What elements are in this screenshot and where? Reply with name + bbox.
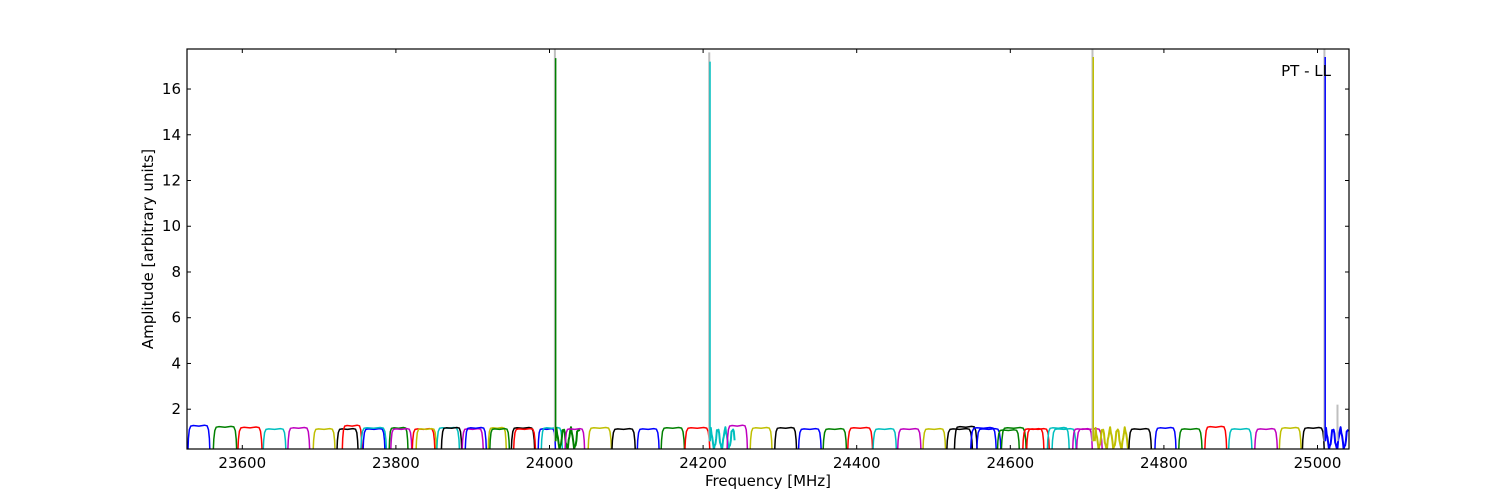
y-tick-label: 8 xyxy=(171,263,181,281)
channel-line-36 xyxy=(822,427,848,449)
x-tick-label: 24200 xyxy=(679,454,727,472)
channel-line-19 xyxy=(489,427,511,449)
channel-line-6 xyxy=(336,427,359,449)
x-tick-label: 24800 xyxy=(1140,454,1188,472)
channel-line-20 xyxy=(510,426,536,449)
x-tick-label: 24600 xyxy=(986,454,1034,472)
y-tick-label: 12 xyxy=(162,172,181,190)
y-tick-label: 10 xyxy=(162,217,181,235)
channel-line-42 xyxy=(953,425,978,449)
channel-line-13 xyxy=(415,427,438,449)
plot-background xyxy=(187,49,1349,449)
x-tick-label: 24400 xyxy=(833,454,881,472)
channel-line-46 xyxy=(1000,426,1027,449)
channel-line-10 xyxy=(388,426,409,449)
channel-line-18 xyxy=(487,426,508,449)
channel-line-58 xyxy=(1227,427,1253,449)
channel-line-27 xyxy=(611,427,636,449)
channel-line-8 xyxy=(362,427,386,449)
channel-line-37 xyxy=(847,426,874,449)
channel-line-34 xyxy=(774,426,798,449)
channel-line-4 xyxy=(287,426,311,449)
channel-line-56 xyxy=(1178,427,1203,449)
channel-line-61 xyxy=(1301,426,1325,449)
channel-line-54 xyxy=(1128,427,1153,449)
ticks-group: 23600 23800 24000 24200 24400 24600 24800 25000… xyxy=(162,49,1349,472)
channel-line-35 xyxy=(797,427,822,449)
y-tick-label: 16 xyxy=(162,80,181,98)
channel-line-44 xyxy=(976,427,1002,449)
channel-line-59 xyxy=(1254,427,1279,449)
channel-line-33 xyxy=(749,426,773,449)
channel-line-60 xyxy=(1278,426,1302,449)
channel-line-57 xyxy=(1204,425,1228,449)
x-axis-label: Frequency [MHz] xyxy=(705,472,831,490)
channel-line-28 xyxy=(636,427,660,449)
channel-line-3 xyxy=(262,427,287,449)
channel-line-1 xyxy=(212,425,238,449)
y-tick-label: 6 xyxy=(171,309,181,327)
y-axis-label: Amplitude [arbitrary units] xyxy=(139,149,157,349)
x-tick-label: 24000 xyxy=(526,454,574,472)
channel-line-0 xyxy=(187,424,211,449)
channel-line-5 xyxy=(312,427,336,449)
channel-line-31 xyxy=(709,426,736,449)
channel-line-50 xyxy=(1051,427,1077,449)
y-tick-label: 14 xyxy=(162,126,181,144)
channel-line-15 xyxy=(440,426,463,449)
channel-line-17 xyxy=(464,426,488,449)
y-tick-label: 2 xyxy=(171,400,181,418)
channel-line-55 xyxy=(1154,426,1177,449)
channel-line-39 xyxy=(896,427,922,449)
channel-line-32 xyxy=(726,424,749,449)
channel-line-53 xyxy=(1093,426,1131,449)
channel-line-7 xyxy=(341,424,363,449)
series-group xyxy=(187,49,1349,449)
channel-line-25 xyxy=(564,427,586,449)
channel-line-11 xyxy=(390,427,413,449)
x-tick-label: 23600 xyxy=(218,454,266,472)
channel-line-9 xyxy=(360,426,388,449)
channel-line-21 xyxy=(512,427,537,449)
axes-frame xyxy=(186,48,1350,450)
channel-line-26 xyxy=(587,426,613,449)
x-tick-label: 25000 xyxy=(1294,454,1342,472)
channel-line-2 xyxy=(237,426,263,449)
channel-line-29 xyxy=(660,426,686,449)
channel-line-62 xyxy=(1324,426,1349,449)
channel-line-38 xyxy=(872,427,898,449)
channel-line-16 xyxy=(461,427,484,449)
channel-line-40 xyxy=(922,427,947,449)
channel-line-45 xyxy=(996,429,1020,449)
y-tick-label: 4 xyxy=(171,354,181,372)
annotation-label: PT - LL xyxy=(1281,62,1332,80)
x-tick-label: 23800 xyxy=(372,454,420,472)
